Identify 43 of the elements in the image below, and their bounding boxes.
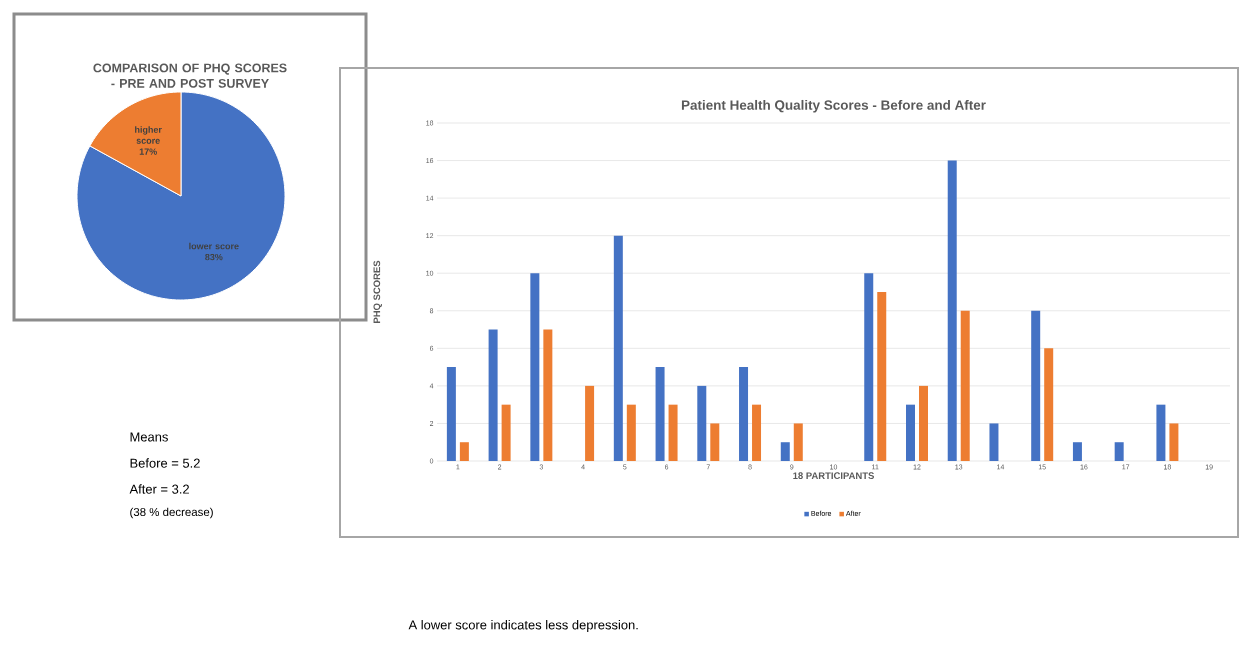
bar — [1031, 310, 1041, 461]
slice-label: higher score — [135, 126, 162, 144]
bar — [459, 442, 469, 461]
bar — [710, 423, 720, 461]
bar — [1114, 442, 1124, 461]
bar — [668, 404, 678, 461]
data-label: 83% — [205, 253, 223, 261]
bar — [613, 235, 623, 461]
text: A lower score indicates less depression. — [408, 619, 638, 633]
bar — [793, 423, 803, 461]
text: (38 % decrease) — [130, 507, 213, 519]
bar — [501, 404, 511, 461]
bar — [905, 404, 915, 461]
bar — [780, 442, 790, 461]
text: Before = 5.2 — [130, 458, 200, 468]
bar — [1044, 348, 1054, 461]
y-axis-title: PHQ SCORES — [373, 260, 382, 323]
text: After = 3.2 — [129, 484, 189, 494]
bar — [446, 367, 456, 461]
bar — [1072, 442, 1082, 461]
bar — [530, 273, 540, 461]
bar — [655, 367, 665, 461]
bar — [960, 310, 970, 461]
bar — [488, 329, 498, 461]
bar — [697, 385, 707, 461]
bar — [989, 423, 999, 461]
bar — [739, 367, 749, 461]
data-label: 17% — [139, 148, 157, 155]
bar — [585, 385, 595, 461]
bar — [918, 385, 928, 461]
bar — [877, 292, 887, 461]
bar — [947, 160, 957, 461]
bar — [543, 329, 553, 461]
chart-title: COMPARISON OF PHQ SCORES - PRE AND POST SURVEY — [93, 63, 287, 88]
bar — [1169, 423, 1179, 461]
bar — [864, 273, 874, 461]
bar — [626, 404, 636, 461]
text: Means — [130, 432, 168, 442]
bar — [752, 404, 762, 461]
slice-label: lower score — [189, 242, 239, 250]
x-axis-title: 18 PARTICIPANTS — [793, 472, 874, 479]
chart-title: Patient Health Quality Scores - Before and After — [681, 99, 986, 113]
bar — [1156, 404, 1166, 461]
